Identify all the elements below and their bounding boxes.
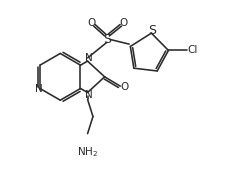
- Text: O: O: [119, 18, 127, 28]
- Text: O: O: [88, 18, 96, 28]
- Text: N: N: [85, 53, 92, 63]
- Text: N: N: [35, 83, 42, 94]
- Text: S: S: [149, 24, 157, 37]
- Text: NH$_2$: NH$_2$: [78, 145, 99, 159]
- Text: Cl: Cl: [187, 45, 197, 55]
- Text: S: S: [103, 33, 111, 46]
- Text: N: N: [85, 90, 92, 100]
- Text: O: O: [120, 82, 129, 92]
